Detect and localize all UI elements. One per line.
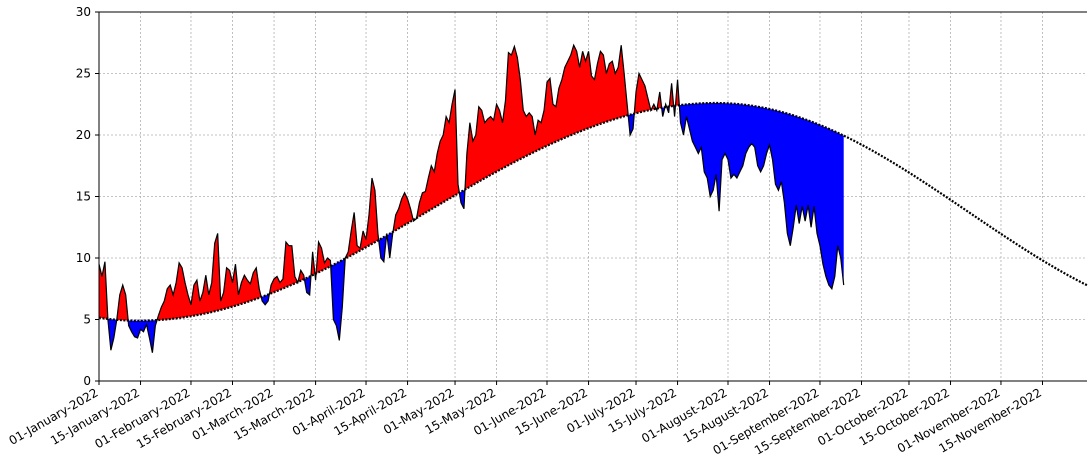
anomaly-below-area-9 (304, 275, 311, 295)
anomaly-above-area-14 (345, 178, 379, 259)
anomaly-fills (99, 45, 844, 353)
y-tick-label-0: 0 (83, 374, 91, 388)
observed-series-line (98, 43, 845, 353)
anomaly-below-area-35 (679, 103, 844, 289)
x-axis-ticks: 01-January-202215-January-202201-Februar… (7, 381, 1044, 458)
y-tick-label-30: 30 (76, 5, 91, 19)
y-tick-label-15: 15 (76, 190, 91, 204)
anomaly-above-area-20 (416, 89, 460, 218)
y-tick-label-5: 5 (83, 313, 91, 327)
y-tick-label-25: 25 (76, 67, 91, 81)
anomaly-below-area-21 (459, 189, 465, 209)
grid (99, 12, 1087, 381)
anomaly-above-area-6 (269, 242, 298, 294)
series-lines (98, 43, 1088, 353)
y-tick-label-20: 20 (76, 128, 91, 142)
anomaly-below-area-1 (107, 318, 117, 351)
anomaly-above-area-18 (392, 192, 414, 232)
anomaly-below-area-13 (330, 258, 346, 341)
anomaly-above-area-4 (157, 233, 262, 321)
y-axis-ticks: 0 5 10 15 20 25 30 (76, 5, 99, 388)
anomaly-above-area-22 (464, 45, 629, 190)
anomaly-above-area-24 (634, 73, 651, 114)
anomaly-below-area-17 (387, 231, 393, 258)
anomaly-below-area-3 (128, 320, 158, 353)
y-tick-label-10: 10 (76, 251, 91, 265)
